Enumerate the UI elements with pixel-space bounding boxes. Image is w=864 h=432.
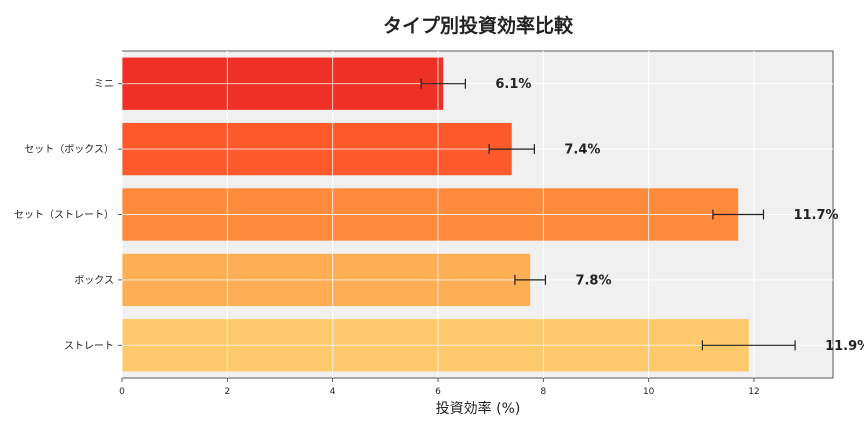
x-tick-label: 8 [540, 387, 546, 397]
bars [121, 51, 833, 378]
y-category-label: ボックス [74, 274, 114, 286]
x-axis-ticks: 0 2 4 6 8 10 12 [119, 378, 760, 397]
chart-title: タイプ別投資効率比較 [383, 14, 574, 37]
y-category-label: ミニ [94, 79, 114, 90]
error-bars [420, 78, 796, 351]
value-label: 11.9% [825, 339, 864, 354]
x-tick-label: 0 [119, 387, 125, 397]
x-tick-label: 10 [643, 387, 655, 397]
x-axis-label: 投資効率 (%) [436, 400, 521, 417]
value-label: 11.7% [793, 208, 838, 223]
value-labels: 6.1% 7.4% 11.7% 7.8% 11.9% [495, 77, 864, 354]
y-category-label: セット（ストレート） [14, 209, 114, 221]
y-category-label: ストレート [64, 341, 114, 352]
value-label: 7.4% [564, 143, 600, 158]
value-label: 6.1% [495, 77, 531, 92]
x-tick-label: 12 [748, 387, 759, 397]
y-category-label: セット（ボックス） [24, 144, 114, 156]
x-tick-label: 2 [224, 387, 230, 397]
x-tick-label: 6 [435, 387, 441, 397]
x-tick-label: 4 [330, 387, 336, 397]
value-label: 7.8% [575, 273, 611, 288]
